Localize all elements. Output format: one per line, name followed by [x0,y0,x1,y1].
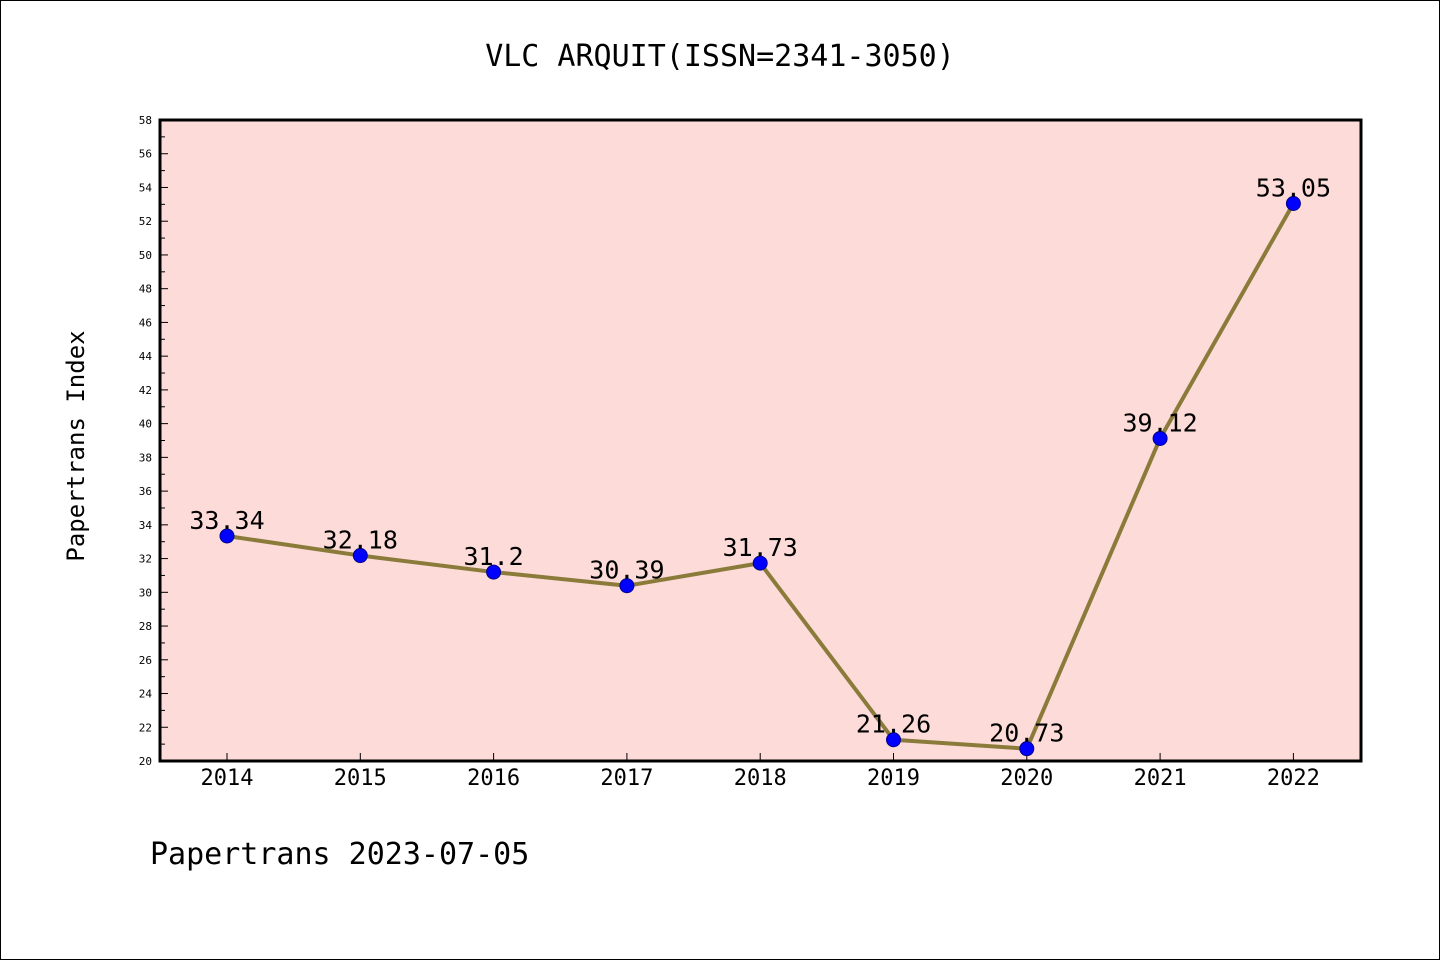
data-point [1019,741,1035,757]
data-point [1285,195,1301,211]
chart-title: VLC ARQUIT(ISSN=2341-3050) [485,39,955,74]
data-label: 30.39 [589,556,664,585]
x-tick-label: 2019 [867,766,920,791]
x-tick-label: 2022 [1267,766,1320,791]
plot-area [158,118,1363,763]
x-tick-label: 2020 [1000,766,1053,791]
data-label: 31.73 [723,533,798,562]
y-tick-label: 28 [139,620,152,633]
y-tick-label: 24 [139,688,153,701]
x-tick-label: 2016 [467,766,520,791]
data-label: 33.34 [189,506,264,535]
data-label: 31.2 [463,542,523,571]
data-point [1152,430,1168,446]
series-group: 33.34 32.18 31.2 30.39 31.73 21.26 20.73 39.12 5… [189,173,1331,757]
data-point [752,555,768,571]
footer-date: Papertrans 2023-07-05 [150,837,529,872]
y-tick-label: 22 [139,721,152,734]
y-tick-label: 30 [139,586,152,599]
data-label: 20.73 [989,719,1064,748]
x-tick-label: 2017 [600,766,653,791]
y-tick-label: 46 [139,316,152,329]
data-label: 32.18 [323,526,398,555]
y-tick-label: 20 [139,755,152,768]
y-axis-label: Papertrans Index [62,330,90,561]
y-tick-label: 34 [139,519,153,532]
y-tick-label: 32 [139,553,152,566]
y-tick-label: 58 [139,114,152,127]
y-tick-label: 48 [139,283,152,296]
y-tick-label: 54 [139,181,153,194]
data-point [219,528,235,544]
y-tick-label: 40 [139,418,152,431]
data-point [352,548,368,564]
y-tick-label: 50 [139,249,152,262]
data-label: 21.26 [856,710,931,739]
y-tick-label: 26 [139,654,152,667]
data-point [886,732,901,748]
data-label: 53.05 [1256,173,1331,202]
y-tick-label: 38 [139,451,152,464]
y-tick-label: 44 [139,350,153,363]
y-tick-label: 36 [139,485,152,498]
y-tick-label: 52 [139,215,152,228]
data-label: 39.12 [1122,408,1197,437]
y-tick-label: 56 [139,148,152,161]
x-axis: 2014 2015 2016 2017 2018 2019 2020 2021 2022 [201,753,1320,791]
y-tick-label: 42 [139,384,152,397]
y-axis: 20 22 24 26 28 30 32 34 36 38 40 42 44 46 48 50 52 54 56 58 [139,114,168,768]
data-point [486,564,502,580]
x-tick-label: 2021 [1134,766,1187,791]
x-tick-label: 2018 [734,766,787,791]
x-tick-label: 2014 [201,766,254,791]
data-point [619,578,635,594]
x-tick-label: 2015 [334,766,387,791]
